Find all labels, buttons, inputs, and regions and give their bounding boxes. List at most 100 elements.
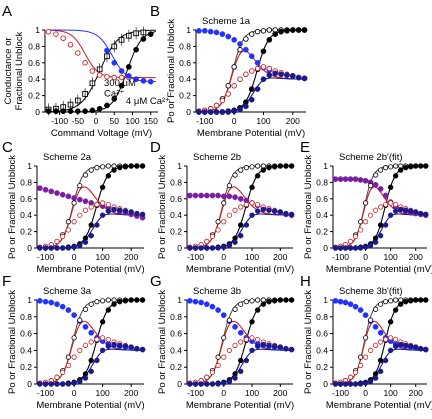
y-tick-label: 0: [27, 379, 32, 389]
data-point: [378, 301, 384, 307]
data-point: [209, 369, 216, 375]
data-point: [260, 76, 267, 83]
annotation: Ca²⁺: [104, 88, 124, 99]
data-point: [238, 204, 244, 210]
data-point: [243, 201, 249, 208]
data-point: [383, 165, 389, 171]
y-tick-label: 1: [186, 25, 191, 35]
data-point: [272, 31, 279, 37]
data-point: [238, 368, 244, 375]
data-point: [266, 164, 272, 171]
data-point: [243, 103, 249, 110]
y-tick-label: 0.2: [28, 91, 40, 101]
x-axis-label: Membrane Potential (mV): [326, 264, 432, 275]
data-point: [231, 36, 237, 43]
data-point: [198, 245, 204, 251]
data-point: [94, 165, 100, 171]
data-point: [238, 222, 244, 228]
data-point: [347, 176, 354, 182]
data-point: [266, 342, 272, 349]
data-point: [352, 369, 359, 375]
x-tick-label: 0: [72, 252, 77, 262]
data-point: [111, 206, 117, 213]
data-point: [266, 65, 273, 72]
data-point: [104, 73, 110, 80]
y-tick-label: 0: [323, 243, 328, 253]
data-point: [59, 303, 66, 310]
data-point: [254, 208, 261, 214]
y-tick-label: 1: [27, 161, 32, 171]
data-point: [387, 319, 394, 325]
data-point: [37, 245, 43, 251]
x-tick-label: 200: [409, 388, 423, 398]
data-point: [147, 31, 154, 37]
data-point: [220, 193, 227, 200]
data-point: [332, 176, 339, 182]
data-point: [65, 307, 72, 313]
data-point: [94, 336, 100, 343]
y-tick-label: 0: [177, 243, 182, 253]
data-point: [42, 381, 49, 387]
data-point: [383, 299, 389, 305]
data-point: [117, 342, 123, 349]
data-point: [104, 47, 110, 54]
data-point: [76, 196, 83, 203]
data-point: [362, 380, 369, 386]
data-point: [204, 238, 210, 245]
data-point: [337, 245, 344, 251]
data-point: [362, 177, 369, 184]
x-tick-label: 200: [273, 388, 287, 398]
chart-title: Scheme 2b: [193, 152, 241, 163]
data-point: [408, 164, 414, 170]
data-point: [196, 27, 202, 34]
data-point: [215, 245, 221, 251]
data-point: [71, 380, 77, 386]
data-point: [388, 298, 394, 304]
x-tick-label: -100: [187, 252, 204, 262]
y-tick-label: 0.8: [170, 177, 182, 187]
data-point: [67, 42, 74, 48]
data-point: [383, 336, 389, 343]
data-point: [215, 192, 221, 199]
data-point: [347, 301, 354, 308]
y-tick-label: 0: [323, 379, 328, 389]
data-point: [271, 164, 278, 170]
panel-letter: F: [2, 273, 11, 290]
data-point: [347, 238, 354, 245]
x-tick-label: -100: [37, 252, 54, 262]
data-point: [254, 59, 261, 66]
data-point: [295, 27, 302, 33]
data-point: [255, 201, 261, 208]
data-point: [71, 335, 77, 341]
data-point: [260, 206, 267, 213]
data-point: [105, 163, 111, 169]
data-point: [382, 357, 389, 364]
data-point: [65, 354, 71, 360]
x-tick-label: 150: [144, 116, 158, 126]
data-point: [373, 342, 379, 348]
data-point: [133, 46, 139, 53]
data-point: [60, 233, 66, 240]
chart-title: Scheme 3b: [193, 286, 241, 297]
data-point: [377, 222, 384, 228]
data-point: [140, 36, 147, 42]
data-point: [226, 242, 233, 249]
x-axis-label: Membrane Potential (mV): [36, 400, 144, 411]
data-point: [402, 342, 409, 349]
data-point: [48, 381, 54, 387]
data-point: [71, 200, 77, 206]
y-tick-label: 0.8: [20, 312, 32, 322]
data-point: [357, 245, 364, 251]
data-point: [118, 74, 125, 81]
data-point: [266, 207, 272, 213]
panel-letter: E: [300, 139, 310, 156]
y-tick-label: 0.6: [316, 329, 328, 339]
data-point: [196, 109, 202, 115]
panel-letter: A: [2, 3, 12, 20]
data-point: [215, 362, 221, 369]
data-point: [99, 212, 106, 218]
x-tick-label: 50: [110, 116, 120, 126]
data-point: [367, 242, 374, 249]
data-point: [388, 200, 394, 206]
panel-letter: D: [150, 139, 161, 156]
